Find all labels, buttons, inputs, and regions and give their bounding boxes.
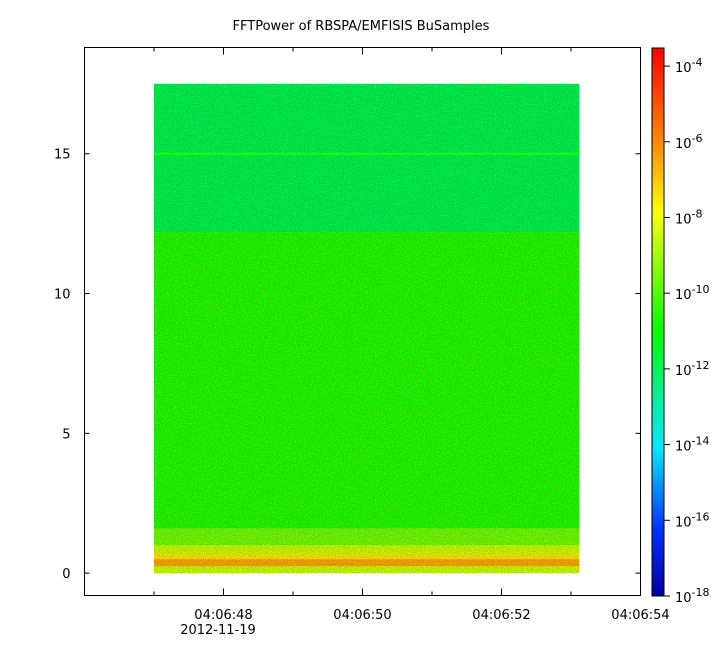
- colorbar-tick-label: 10-16: [675, 510, 710, 530]
- colorbar-tick-label: 10-6: [675, 132, 703, 152]
- colorbar-tick-label: 10-18: [675, 586, 710, 606]
- x-tick-label: 04:06:50: [333, 608, 391, 623]
- y-axis: 0 5 10 15: [54, 148, 641, 582]
- colorbar-tick-label: 10-10: [675, 283, 710, 303]
- colorbar-gradient: [651, 47, 665, 597]
- colorbar-ticks: 10-4 10-6 10-8 10-10 10-12 10-14 10-16 10-18: [664, 56, 710, 606]
- colorbar-tick-label: 10-12: [675, 359, 710, 379]
- plot-area: [84, 47, 641, 596]
- x-tick-label: 04:06:52: [472, 608, 530, 623]
- x-tick-label: 04:06:54: [611, 608, 669, 623]
- y-tick-label: 10: [54, 288, 71, 303]
- x-axis: 2012-11-19 04:06:48 04:06:50 04:06:52 04:06…: [153, 47, 670, 638]
- x-axis-date-label: 2012-11-19: [180, 623, 256, 638]
- y-tick-label: 0: [62, 567, 70, 582]
- colorbar-tick-label: 10-8: [675, 207, 703, 227]
- chart-title: FFTPower of RBSPA/EMFISIS BuSamples: [233, 19, 490, 34]
- colorbar: 10-4 10-6 10-8 10-10 10-12 10-14 10-16 10-18: [651, 47, 710, 606]
- x-tick-label: 04:06:48: [194, 608, 252, 623]
- spectrogram-noise: [154, 83, 580, 574]
- colorbar-tick-label: 10-14: [675, 435, 710, 455]
- y-tick-label: 15: [54, 148, 71, 163]
- colorbar-tick-label: 10-4: [675, 56, 703, 76]
- y-tick-label: 5: [62, 427, 70, 442]
